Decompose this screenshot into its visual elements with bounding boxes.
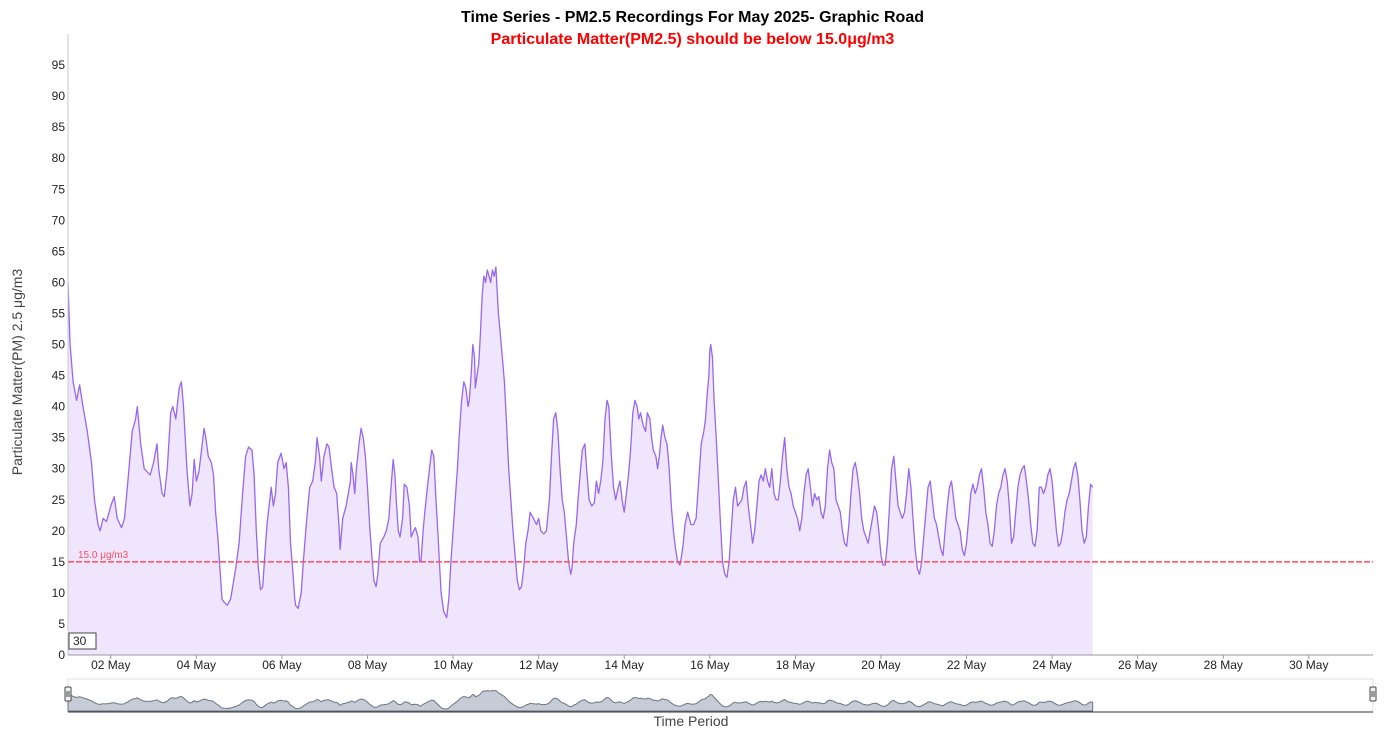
tick-layer: 0 5 10 15 20 25 30 35 40 45 50 55 60 65 70 75 80 85 90 95 02… <box>52 58 1329 672</box>
threshold-label: 15.0 μg/m3 <box>78 550 129 561</box>
x-tick-label: 22 May <box>947 658 986 672</box>
chart-title: Time Series - PM2.5 Recordings For May 2… <box>461 9 924 26</box>
x-tick-label: 16 May <box>690 658 729 672</box>
y-tick-label: 10 <box>52 586 66 600</box>
x-tick-label: 04 May <box>177 658 216 672</box>
x-tick-label: 20 May <box>861 658 900 672</box>
pm25-series-line <box>67 266 1094 619</box>
y-tick-label: 20 <box>52 524 66 538</box>
navigator-handle-left[interactable] <box>64 686 72 702</box>
y-tick-label: 35 <box>52 431 66 445</box>
y-tick-label: 45 <box>52 369 66 383</box>
x-tick-label: 18 May <box>776 658 815 672</box>
x-tick-label: 06 May <box>262 658 301 672</box>
x-axis-label: Time Period <box>654 713 729 729</box>
period-box[interactable]: 30 <box>68 632 97 650</box>
data-layer <box>67 266 1094 655</box>
x-tick-label: 14 May <box>605 658 644 672</box>
range-navigator[interactable] <box>64 678 1377 713</box>
y-tick-label: 55 <box>52 306 66 320</box>
y-tick-label: 30 <box>52 462 66 476</box>
x-tick-label: 28 May <box>1204 658 1243 672</box>
chart-subtitle: Particulate Matter(PM2.5) should be belo… <box>490 31 895 48</box>
y-tick-label: 85 <box>52 120 66 134</box>
navigator-series <box>67 689 1094 712</box>
x-tick-label: 24 May <box>1032 658 1071 672</box>
y-tick-label: 80 <box>52 151 66 165</box>
y-tick-label: 70 <box>52 213 66 227</box>
threshold-layer: 15.0 μg/m3 <box>68 550 1373 563</box>
x-tick-label: 02 May <box>91 658 130 672</box>
y-tick-label: 15 <box>52 555 66 569</box>
x-tick-label: 08 May <box>348 658 387 672</box>
x-tick-label: 10 May <box>433 658 472 672</box>
y-tick-label: 95 <box>52 58 66 72</box>
y-tick-label: 90 <box>52 89 66 103</box>
y-tick-label: 40 <box>52 400 66 414</box>
y-tick-label: 5 <box>58 617 65 631</box>
y-tick-label: 25 <box>52 493 66 507</box>
y-axis-label: Particulate Matter(PM) 2.5 μg/m3 <box>9 269 25 476</box>
y-tick-label: 0 <box>58 648 65 662</box>
period-box-value: 30 <box>73 634 87 648</box>
pm25-area-fill <box>68 266 1093 655</box>
axis-layer <box>67 34 1373 656</box>
x-tick-label: 26 May <box>1118 658 1157 672</box>
x-tick-label: 30 May <box>1289 658 1328 672</box>
y-tick-label: 75 <box>52 182 66 196</box>
y-tick-label: 50 <box>52 338 66 352</box>
y-tick-label: 65 <box>52 244 66 258</box>
navigator-handle-right[interactable] <box>1369 686 1377 702</box>
y-tick-label: 60 <box>52 275 66 289</box>
x-tick-label: 12 May <box>519 658 558 672</box>
